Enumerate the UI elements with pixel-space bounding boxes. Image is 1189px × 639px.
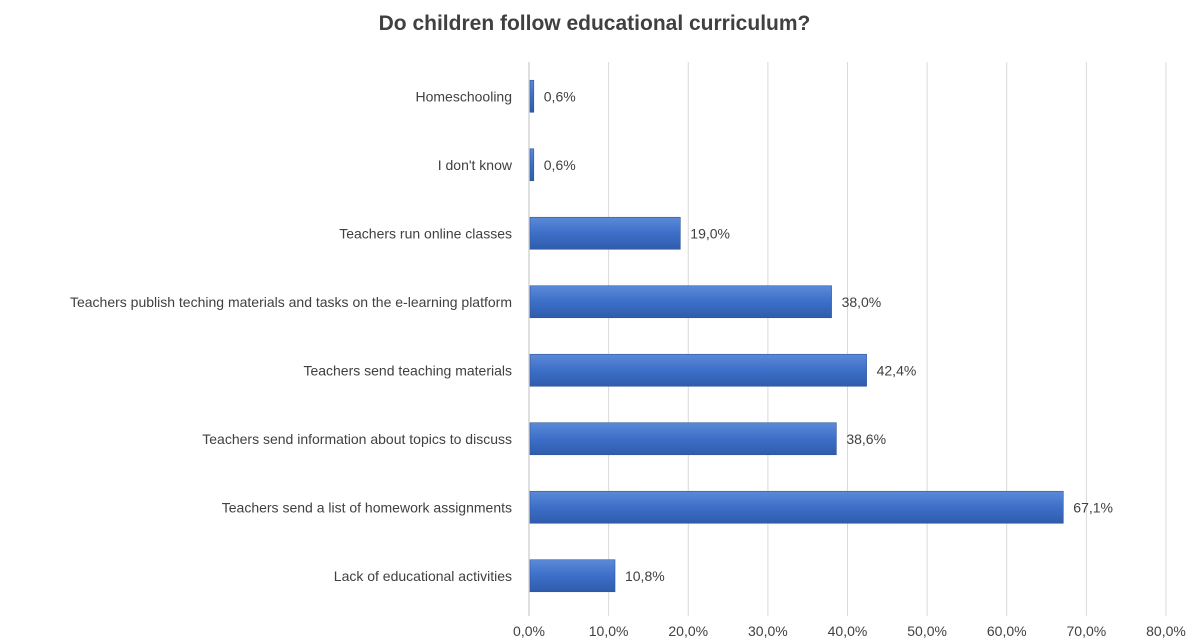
data-label: 38,0% [842,294,882,310]
bar [529,285,832,319]
bar [529,490,1064,524]
data-label: 0,6% [544,157,576,173]
data-label: 42,4% [877,362,917,378]
data-label: 19,0% [690,225,730,241]
category-label: I don't know [438,157,513,173]
x-tick-label: 80,0% [1146,623,1186,639]
gridlines [608,62,1167,616]
category-label: Teachers run online classes [339,225,512,241]
bar [529,559,616,593]
category-label: Teachers send a list of homework assignm… [222,499,512,515]
x-tick-label: 40,0% [828,623,868,639]
x-tick-label: 60,0% [987,623,1027,639]
x-tick-label: 10,0% [589,623,629,639]
labels: 0,0% 10,0% 20,0% 30,0% 40,0% 50,0% 60,0% 70,0% 8… [70,88,1186,639]
bar [529,148,535,182]
x-tick-label: 50,0% [907,623,947,639]
data-label: 0,6% [544,88,576,104]
bar [529,79,535,113]
category-label: Homeschooling [416,88,513,104]
chart-title: Do children follow educational curriculu… [378,12,811,35]
category-label: Lack of educational activities [334,568,512,584]
bar [529,216,681,250]
category-label: Teachers send information about topics t… [202,431,512,447]
x-tick-label: 0,0% [513,623,545,639]
data-label: 10,8% [625,568,665,584]
x-tick-label: 30,0% [748,623,788,639]
bar [529,422,837,456]
category-label: Teachers send teaching materials [303,362,512,378]
x-tick-label: 70,0% [1067,623,1107,639]
x-tick-label: 20,0% [668,623,708,639]
data-label: 67,1% [1073,499,1113,515]
category-label: Teachers publish teching materials and t… [70,294,512,310]
bar [529,353,867,387]
data-label: 38,6% [846,431,886,447]
bars [529,79,1064,593]
